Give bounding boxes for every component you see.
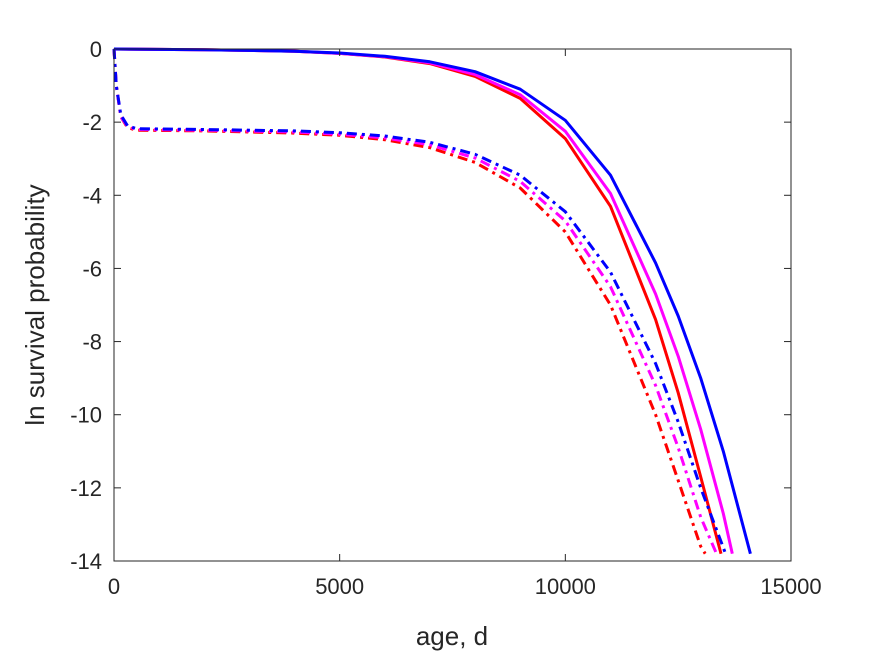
- y-tick-label: -10: [70, 403, 102, 428]
- y-tick-label: -4: [82, 183, 102, 208]
- y-tick-label: -2: [82, 110, 102, 135]
- y-tick-label: 0: [90, 37, 102, 62]
- plot-area: [114, 49, 791, 561]
- x-tick-label: 5000: [315, 574, 364, 599]
- y-tick-label: -14: [70, 549, 102, 574]
- series-layer: [112, 47, 752, 555]
- y-tick-label: -6: [82, 256, 102, 281]
- x-axis-title: age, d: [416, 621, 488, 651]
- series-line-3: [113, 47, 752, 555]
- axes-box: [113, 48, 792, 562]
- y-tick-label: -12: [70, 476, 102, 501]
- x-tick-label: 10000: [535, 574, 596, 599]
- series-line-6: [112, 48, 728, 555]
- x-tick-label: 15000: [760, 574, 821, 599]
- y-axis-title: ln survival probability: [20, 184, 50, 425]
- x-tick-label: 0: [108, 574, 120, 599]
- y-tick-label: -8: [82, 330, 102, 355]
